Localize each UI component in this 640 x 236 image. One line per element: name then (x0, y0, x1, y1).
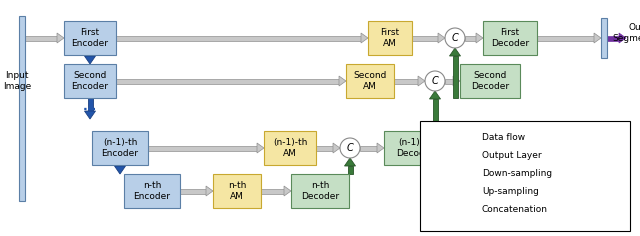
Circle shape (340, 138, 360, 158)
Polygon shape (450, 162, 454, 178)
Polygon shape (607, 35, 619, 41)
Polygon shape (452, 56, 458, 98)
Text: Second
Encoder: Second Encoder (72, 71, 109, 91)
Circle shape (445, 28, 465, 48)
Text: (n-1)-th
AM: (n-1)-th AM (273, 138, 307, 158)
Text: C: C (449, 206, 455, 215)
FancyBboxPatch shape (384, 131, 446, 165)
Polygon shape (180, 189, 206, 194)
FancyBboxPatch shape (264, 131, 316, 165)
FancyBboxPatch shape (368, 21, 412, 55)
Circle shape (425, 71, 445, 91)
Polygon shape (206, 186, 213, 196)
Text: First
AM: First AM (380, 28, 399, 48)
Polygon shape (430, 136, 469, 140)
Polygon shape (447, 178, 456, 184)
Polygon shape (116, 79, 339, 84)
FancyBboxPatch shape (460, 64, 520, 98)
Polygon shape (465, 35, 476, 41)
FancyBboxPatch shape (601, 18, 607, 58)
Polygon shape (118, 165, 122, 166)
Text: n-th
AM: n-th AM (228, 181, 246, 201)
Text: Output Layer: Output Layer (482, 152, 541, 160)
FancyBboxPatch shape (483, 21, 537, 55)
Text: Second
Decoder: Second Decoder (471, 71, 509, 91)
FancyBboxPatch shape (291, 174, 349, 208)
Circle shape (444, 202, 460, 218)
Text: (n-1)-th
Encoder: (n-1)-th Encoder (102, 138, 138, 158)
Polygon shape (88, 55, 93, 56)
Polygon shape (450, 186, 454, 202)
Polygon shape (469, 134, 475, 143)
Text: Input
Image: Input Image (3, 71, 31, 91)
FancyBboxPatch shape (346, 64, 394, 98)
Polygon shape (339, 76, 346, 86)
Polygon shape (25, 35, 57, 41)
Polygon shape (438, 33, 445, 43)
Polygon shape (594, 33, 601, 43)
FancyBboxPatch shape (124, 174, 180, 208)
FancyBboxPatch shape (420, 121, 630, 231)
Polygon shape (449, 48, 461, 56)
Polygon shape (115, 166, 125, 174)
Polygon shape (261, 189, 284, 194)
Polygon shape (412, 35, 438, 41)
Text: Second
AM: Second AM (353, 71, 387, 91)
Text: First
Encoder: First Encoder (72, 28, 109, 48)
Polygon shape (348, 166, 353, 174)
Polygon shape (433, 99, 438, 177)
Polygon shape (116, 35, 361, 41)
Polygon shape (360, 146, 377, 151)
FancyBboxPatch shape (19, 16, 25, 201)
Polygon shape (537, 35, 594, 41)
Text: Up-sampling: Up-sampling (482, 187, 539, 197)
Polygon shape (344, 158, 355, 166)
Text: C: C (452, 33, 458, 43)
Polygon shape (257, 143, 264, 153)
Polygon shape (84, 56, 95, 64)
Polygon shape (57, 33, 64, 43)
Text: C: C (431, 76, 438, 86)
Polygon shape (447, 180, 456, 186)
Polygon shape (453, 76, 460, 86)
Polygon shape (445, 79, 453, 84)
FancyBboxPatch shape (64, 64, 116, 98)
Text: Down-sampling: Down-sampling (482, 169, 552, 178)
Polygon shape (316, 146, 333, 151)
Text: n-th
Encoder: n-th Encoder (134, 181, 170, 201)
Polygon shape (148, 146, 257, 151)
Polygon shape (284, 186, 291, 196)
Text: n-th
Decoder: n-th Decoder (301, 181, 339, 201)
Text: Data flow: Data flow (482, 134, 525, 143)
FancyBboxPatch shape (92, 131, 148, 165)
Text: First
Decoder: First Decoder (491, 28, 529, 48)
Polygon shape (430, 154, 469, 158)
Polygon shape (476, 33, 483, 43)
FancyBboxPatch shape (213, 174, 261, 208)
Polygon shape (418, 76, 425, 86)
Polygon shape (429, 91, 440, 99)
Polygon shape (361, 33, 368, 43)
Text: ...: ... (428, 130, 442, 143)
Text: ...: ... (83, 100, 97, 113)
Polygon shape (394, 79, 418, 84)
Text: (n-1)-th
Decoder: (n-1)-th Decoder (396, 138, 434, 158)
Text: Output
Segmentation: Output Segmentation (612, 23, 640, 43)
Text: C: C (347, 143, 353, 153)
Polygon shape (377, 143, 384, 153)
Polygon shape (619, 33, 626, 43)
Polygon shape (333, 143, 340, 153)
Polygon shape (88, 98, 93, 111)
FancyBboxPatch shape (64, 21, 116, 55)
Text: Concatenation: Concatenation (482, 206, 548, 215)
Polygon shape (469, 152, 475, 160)
Polygon shape (84, 111, 95, 119)
